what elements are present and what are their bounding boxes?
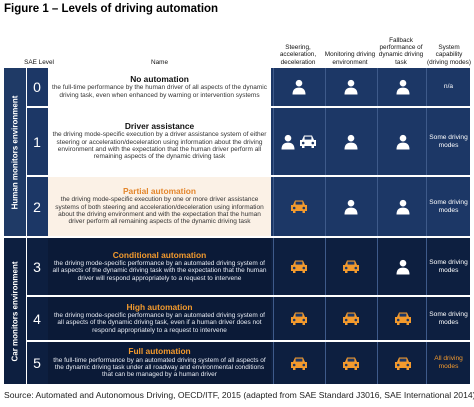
capability-cell: Some driving modes [429, 133, 468, 149]
capability-cell: Some driving modes [429, 198, 468, 214]
header-monitoring: Monitoring driving environment [324, 51, 376, 66]
level-row-4: 4 High automation the driving mode-specifi… [27, 297, 470, 340]
car-icon [341, 311, 361, 326]
fallback-cell [378, 177, 428, 236]
level-description-cell: Partial automation the driving mode-speci… [48, 177, 271, 236]
steering-cell [274, 177, 324, 236]
human-and-car-icons [280, 134, 318, 150]
capability-cell: n/a [443, 83, 454, 91]
group-human-label: Human monitors environment [10, 95, 20, 209]
level-name: No automation [130, 74, 189, 85]
level-description-cell: High automation the driving mode-specific… [48, 297, 271, 340]
steering-cell [274, 297, 324, 340]
level-name: Driver assistance [124, 121, 195, 132]
level-description-cell: Driver assistance the driving mode-specif… [48, 108, 271, 175]
level-description-cell: No automation the full-time performance b… [48, 68, 271, 106]
level-number: 1 [33, 133, 41, 150]
capability-cell: Some driving modes [429, 258, 468, 274]
human-driver-icon [395, 259, 411, 275]
fallback-cell [378, 68, 428, 106]
capability-cell: Some driving modes [429, 310, 468, 326]
car-icon [298, 134, 318, 149]
level-description: the driving mode-specific execution by a… [52, 131, 267, 161]
car-icon [289, 356, 309, 371]
level-number: 0 [33, 79, 41, 95]
level-description: the full-time performance by an automate… [53, 356, 266, 379]
level-name: High automation [126, 301, 193, 312]
level-description: the driving mode-specific execution by o… [55, 196, 264, 226]
level-description: the driving mode-specific performance by… [52, 260, 267, 282]
figure-title: Figure 1 – Levels of driving automation [4, 3, 219, 15]
level-number: 2 [33, 198, 41, 215]
level-name: Conditional automation [112, 249, 207, 260]
fallback-cell [378, 238, 428, 295]
level-number: 5 [33, 355, 41, 371]
source-note: Source: Automated and Autonomous Driving… [4, 390, 474, 400]
steering-cell [274, 68, 324, 106]
level-row-0: 0 No automation the full-time performance … [27, 68, 470, 106]
group-car: Car monitors environment [4, 238, 26, 384]
car-icon [289, 311, 309, 326]
monitoring-cell [326, 108, 376, 175]
steering-cell [274, 342, 324, 384]
level-number: 3 [33, 258, 41, 275]
level-description-cell: Full automation the full-time performance… [48, 342, 271, 384]
level-description: the full-time performance by the human d… [52, 84, 267, 99]
monitoring-cell [326, 68, 376, 106]
steering-cell [274, 238, 324, 295]
human-driver-icon [395, 199, 411, 215]
monitoring-cell [326, 342, 376, 384]
human-driver-icon [280, 134, 296, 150]
fallback-cell [378, 342, 428, 384]
car-icon [341, 259, 361, 274]
capability-cell: All driving modes [434, 355, 463, 370]
header-capability: System capability (driving modes) [426, 43, 472, 66]
monitoring-cell [326, 238, 376, 295]
level-row-1: 1 Driver assistance the driving mode-speci… [27, 108, 470, 175]
level-description: the driving mode-specific performance by… [54, 312, 265, 334]
human-driver-icon [395, 79, 411, 95]
human-driver-icon [343, 79, 359, 95]
fallback-cell [378, 297, 428, 340]
human-driver-icon [291, 79, 307, 95]
steering-cell [274, 108, 324, 175]
monitoring-cell [326, 297, 376, 340]
car-icon [289, 199, 309, 214]
level-description-cell: Conditional automation the driving mode-s… [48, 238, 271, 295]
human-driver-icon [343, 199, 359, 215]
level-row-5: 5 Full automation the full-time performanc… [27, 342, 470, 384]
monitoring-cell [326, 177, 376, 236]
car-icon [289, 259, 309, 274]
header-steering: Steering, acceleration, deceleration [279, 43, 317, 66]
car-icon [341, 356, 361, 371]
level-number: 4 [33, 310, 41, 327]
header-name: Name [150, 58, 169, 66]
car-icon [393, 356, 413, 371]
fallback-cell [378, 108, 428, 175]
header-sae-level: SAE Level [24, 58, 54, 66]
group-human: Human monitors environment [4, 68, 26, 236]
group-car-label: Car monitors environment [10, 260, 20, 362]
level-name: Partial automation [122, 186, 197, 197]
human-driver-icon [395, 134, 411, 150]
car-icon [393, 311, 413, 326]
header-fallback: Fallback performance of dynamic driving … [378, 36, 424, 66]
level-row-2: 2 Partial automation the driving mode-spec… [27, 177, 470, 236]
human-driver-icon [343, 134, 359, 150]
level-name: Full automation [128, 346, 191, 357]
level-row-3: 3 Conditional automation the driving mode-… [27, 238, 470, 295]
